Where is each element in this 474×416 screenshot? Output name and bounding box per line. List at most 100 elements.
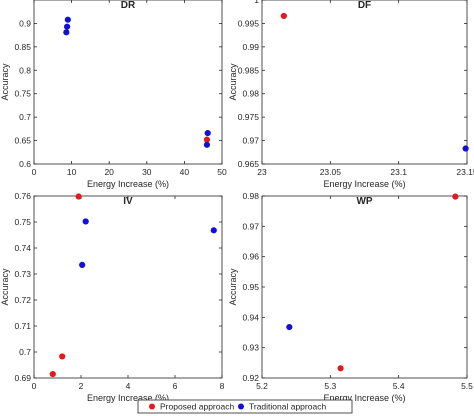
x-tick-label: 20	[104, 167, 114, 177]
subplot-wp: 5.2 5.3 5.4 5.5 0.92 0.93 0.94 0.95 0.96 0.97 0.98…	[228, 191, 473, 403]
series-traditional-approach	[286, 323, 293, 331]
data-point	[79, 261, 86, 268]
y-tick-label: 0.69	[14, 373, 31, 383]
data-point	[63, 23, 71, 30]
data-point	[64, 16, 71, 23]
data-point	[337, 365, 344, 372]
y-tick-label: 0.6	[19, 159, 31, 169]
y-tick-label: 0.94	[242, 312, 259, 322]
y-tick-label: 0.98	[242, 89, 259, 99]
y-tick-label: 0.74	[14, 243, 31, 253]
y-tick-label: 0.75	[14, 217, 31, 227]
data-point	[75, 193, 82, 200]
y-tick-label: 0.97	[242, 221, 259, 231]
y-tick-label: 0.92	[242, 373, 259, 383]
subplot-iv: 0 2 4 6 8 0.69 0.7 0.71 0.72 0.73 0.74 0.75 0.76 IV En…	[0, 191, 225, 403]
x-tick-label: 23	[257, 167, 267, 177]
y-axis-label: Accuracy	[0, 268, 10, 306]
y-tick-label: 0.97	[242, 136, 259, 146]
legend-marker	[238, 403, 244, 410]
series-proposed-approach	[280, 12, 287, 20]
y-tick-label: 0.7	[19, 347, 31, 357]
y-tick-label: 0.995	[238, 18, 260, 28]
y-tick-label: 0.72	[14, 295, 31, 305]
plot-area-frame	[261, 195, 468, 379]
x-axis-label: Energy Increase (%)	[323, 179, 405, 189]
series-traditional-approach	[79, 218, 217, 268]
subplot-title: IV	[123, 196, 133, 207]
y-tick-label: 0.965	[238, 159, 260, 169]
y-tick-label: 0.8	[19, 65, 31, 75]
subplot-title: DR	[121, 0, 136, 11]
x-tick-label: 5.5	[461, 381, 473, 391]
x-axis-label: Energy Increase (%)	[87, 179, 169, 189]
y-axis-label: Accuracy	[228, 63, 238, 101]
y-tick-label: 0.9	[19, 18, 31, 28]
data-point	[203, 141, 211, 148]
data-point	[49, 371, 56, 378]
x-tick-label: 30	[142, 167, 152, 177]
plot-area-frame	[33, 0, 223, 165]
data-point	[280, 12, 287, 20]
y-tick-label: 0.975	[238, 112, 260, 122]
x-tick-label: 50	[217, 167, 227, 177]
subplot-df: 23 23.05 23.1 23.15 0.965 0.97 0.975 0.98 0.985 0…	[228, 0, 474, 189]
legend-marker	[149, 403, 155, 410]
y-tick-label: 0.76	[14, 191, 31, 201]
data-point	[63, 29, 70, 36]
legend-box	[137, 399, 353, 414]
x-tick-label: 2	[79, 381, 84, 391]
x-tick-label: 4	[126, 381, 131, 391]
data-point	[82, 218, 89, 225]
series-proposed-approach	[49, 193, 82, 378]
y-tick-label: 0.985	[238, 65, 260, 75]
x-axis-label: Energy Increase (%)	[87, 393, 169, 403]
x-tick-label: 0	[32, 167, 37, 177]
series-traditional-approach	[462, 145, 469, 152]
data-point	[462, 145, 469, 152]
x-tick-label: 23.1	[390, 167, 407, 177]
y-tick-label: 0.99	[242, 42, 259, 52]
y-tick-label: 0.95	[242, 282, 259, 292]
y-axis-label: Accuracy	[228, 268, 238, 306]
legend-label: Proposed approach	[160, 402, 234, 412]
data-point	[452, 193, 459, 200]
x-tick-label: 10	[67, 167, 77, 177]
data-point	[204, 129, 211, 137]
data-point	[286, 323, 293, 331]
y-tick-label: 0.73	[14, 269, 31, 279]
y-tick-label: 0.93	[242, 343, 259, 353]
legend: Proposed approach Traditional approach	[137, 399, 353, 414]
data-point	[210, 227, 217, 234]
y-tick-label: 0.71	[14, 321, 31, 331]
x-tick-label: 23.15	[456, 167, 474, 177]
subplot-dr: 0 10 20 30 40 50 0.6 0.65 0.7 0.75 0.8 0.85 0.9 DR Ene…	[0, 0, 227, 189]
x-tick-label: 5.2	[256, 381, 268, 391]
y-tick-label: 0.75	[14, 89, 31, 99]
x-tick-label: 5.4	[393, 381, 405, 391]
x-tick-label: 5.3	[324, 381, 336, 391]
x-tick-label: 23.05	[320, 167, 342, 177]
data-point	[203, 136, 211, 143]
y-tick-label: 0.96	[242, 252, 259, 262]
x-tick-label: 8	[220, 381, 225, 391]
subplot-title: DF	[358, 0, 371, 11]
x-tick-label: 0	[32, 381, 37, 391]
y-axis-label: Accuracy	[0, 63, 10, 101]
data-point	[59, 353, 66, 360]
plot-area-frame	[261, 0, 468, 165]
y-tick-label: 1	[254, 0, 259, 5]
series-proposed-approach	[337, 193, 459, 372]
y-tick-label: 0.7	[19, 112, 31, 122]
y-tick-label: 0.98	[242, 191, 259, 201]
x-tick-label: 6	[173, 381, 178, 391]
y-tick-label: 0.65	[14, 136, 31, 146]
legend-label: Traditional approach	[249, 402, 326, 412]
subplot-title: WP	[356, 196, 372, 207]
series-proposed-approach	[203, 136, 211, 143]
x-tick-label: 40	[180, 167, 190, 177]
series-traditional-approach	[63, 16, 211, 148]
y-tick-label: 0.85	[14, 42, 31, 52]
x-axis-label: Energy Increase (%)	[323, 393, 405, 403]
